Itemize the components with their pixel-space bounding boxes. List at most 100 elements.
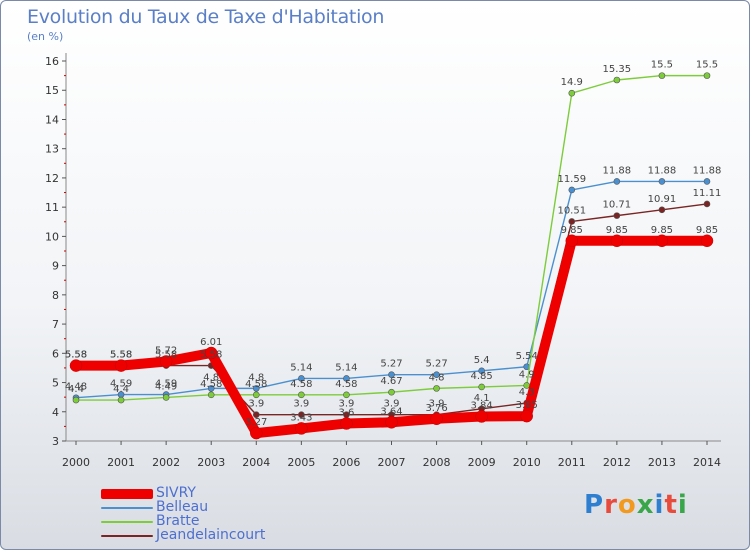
logo-letter: i	[677, 490, 688, 520]
data-point-jeandelaincourt	[298, 411, 305, 418]
data-label-jeandelaincourt: 10.51	[557, 205, 586, 216]
data-point-sivry	[700, 234, 714, 248]
chart-title: Evolution du Taux de Taxe d'Habitation	[27, 6, 385, 28]
y-tick-label: 7	[52, 318, 59, 331]
data-point-bratte	[252, 391, 260, 399]
data-point-jeandelaincourt	[658, 206, 666, 214]
data-label-bratte: 15.5	[696, 60, 718, 71]
chart-lines	[69, 72, 714, 440]
logo-letter: o	[617, 490, 637, 520]
data-label-jeandelaincourt: 3.9	[384, 399, 400, 410]
y-tick-label: 12	[45, 172, 59, 185]
x-tick-label: 2002	[152, 456, 180, 469]
data-label-belleau: 4.8	[248, 372, 264, 383]
data-point-belleau	[207, 385, 215, 392]
data-label-jeandelaincourt: 4.3	[519, 387, 535, 398]
y-tick-label: 15	[45, 84, 59, 97]
data-label-sivry: 3.43	[290, 412, 312, 423]
data-label-jeandelaincourt: 5.58	[155, 350, 177, 361]
y-tick-label: 8	[52, 289, 59, 302]
data-label-belleau: 5.14	[335, 362, 357, 373]
legend-label: Belleau	[156, 499, 209, 515]
y-tick-label: 3	[52, 435, 59, 448]
data-label-bratte: 14.9	[561, 77, 583, 88]
chart-axes: 3 4 5 6 7 8 9 10 11 12 13 14 15 16 2000 2001 2002 2003 200…	[45, 53, 721, 469]
data-point-belleau	[343, 375, 350, 382]
y-tick-label: 14	[45, 113, 59, 126]
data-point-bratte	[72, 396, 80, 404]
y-tick-label: 11	[45, 201, 59, 214]
data-label-bratte: 15.5	[651, 60, 673, 71]
data-point-bratte	[613, 76, 621, 84]
data-point-sivry	[610, 234, 624, 248]
data-point-sivry	[655, 234, 669, 248]
data-label-belleau: 11.88	[693, 165, 722, 176]
data-label-jeandelaincourt: 3.9	[293, 399, 309, 410]
data-label-sivry: 5.58	[110, 350, 132, 361]
data-label-sivry: 5.72	[155, 345, 177, 356]
data-point-sivry	[204, 346, 218, 360]
data-point-bratte	[343, 391, 350, 399]
legend-swatch	[101, 489, 153, 499]
x-tick-label: 2012	[603, 456, 631, 469]
data-label-belleau: 4.59	[155, 379, 177, 390]
data-label-belleau: 5.14	[290, 362, 312, 373]
data-point-sivry	[295, 422, 308, 435]
x-tick-label: 2014	[693, 456, 721, 469]
legend-label: Bratte	[156, 513, 200, 529]
x-tick-label: 2011	[558, 456, 586, 469]
data-label-jeandelaincourt: 10.91	[648, 194, 677, 205]
data-label-bratte: 4.8	[429, 372, 445, 383]
chart-data-labels: 5.58 5.58 5.726.013.27 3.43 3.6 3.64 3.76 3.84 3…	[65, 60, 721, 428]
logo-letter: x	[636, 490, 655, 520]
data-point-belleau	[568, 186, 576, 194]
data-point-sivry	[385, 416, 398, 429]
data-label-bratte: 4.58	[335, 379, 357, 390]
data-point-bratte	[703, 72, 711, 79]
y-tick-label: 4	[52, 406, 59, 419]
data-point-bratte	[117, 396, 125, 404]
data-point-belleau	[478, 367, 485, 375]
data-label-belleau: 5.27	[380, 359, 402, 370]
data-point-bratte	[433, 385, 440, 392]
data-label-jeandelaincourt: 3.9	[248, 399, 264, 410]
data-point-belleau	[252, 385, 260, 392]
data-label-jeandelaincourt: 4.1	[474, 393, 490, 404]
data-point-bratte	[388, 388, 395, 396]
data-label-sivry: 9.85	[651, 225, 673, 236]
data-label-jeandelaincourt: 5.58	[110, 350, 132, 361]
data-point-bratte	[298, 391, 305, 399]
data-label-sivry: 3.27	[245, 417, 267, 428]
data-point-bratte	[162, 394, 170, 401]
data-label-jeandelaincourt: 5.58	[65, 350, 87, 361]
data-label-bratte: 4.49	[155, 381, 177, 392]
data-label-sivry: 3.84	[471, 400, 493, 411]
data-label-sivry: 3.6	[338, 407, 354, 418]
data-label-belleau: 11.88	[603, 165, 632, 176]
logo-letter: t	[664, 490, 678, 520]
logo-letter: P	[584, 490, 605, 520]
data-point-belleau	[433, 371, 440, 378]
data-point-belleau	[298, 375, 305, 382]
data-point-jeandelaincourt	[613, 212, 621, 219]
data-label-sivry: 9.85	[606, 225, 628, 236]
x-tick-label: 2013	[648, 456, 676, 469]
x-tick-label: 2004	[242, 456, 270, 469]
chart-subtitle: (en %)	[27, 30, 64, 43]
x-tick-label: 2010	[513, 456, 541, 469]
data-label-jeandelaincourt: 3.9	[429, 399, 445, 410]
data-label-belleau: 5.27	[425, 359, 447, 370]
data-label-sivry: 5.58	[65, 350, 87, 361]
data-point-bratte	[568, 89, 576, 97]
data-label-belleau: 11.59	[557, 174, 586, 185]
data-label-bratte: 4.67	[380, 376, 402, 387]
data-label-belleau: 4.48	[65, 382, 87, 393]
data-label-bratte: 4.4	[113, 384, 129, 395]
legend-label: Jeandelaincourt	[156, 527, 266, 543]
data-label-belleau: 4.8	[203, 372, 219, 383]
legend-label: SIVRY	[156, 485, 196, 501]
data-point-bratte	[207, 391, 215, 399]
data-point-belleau	[613, 178, 621, 185]
